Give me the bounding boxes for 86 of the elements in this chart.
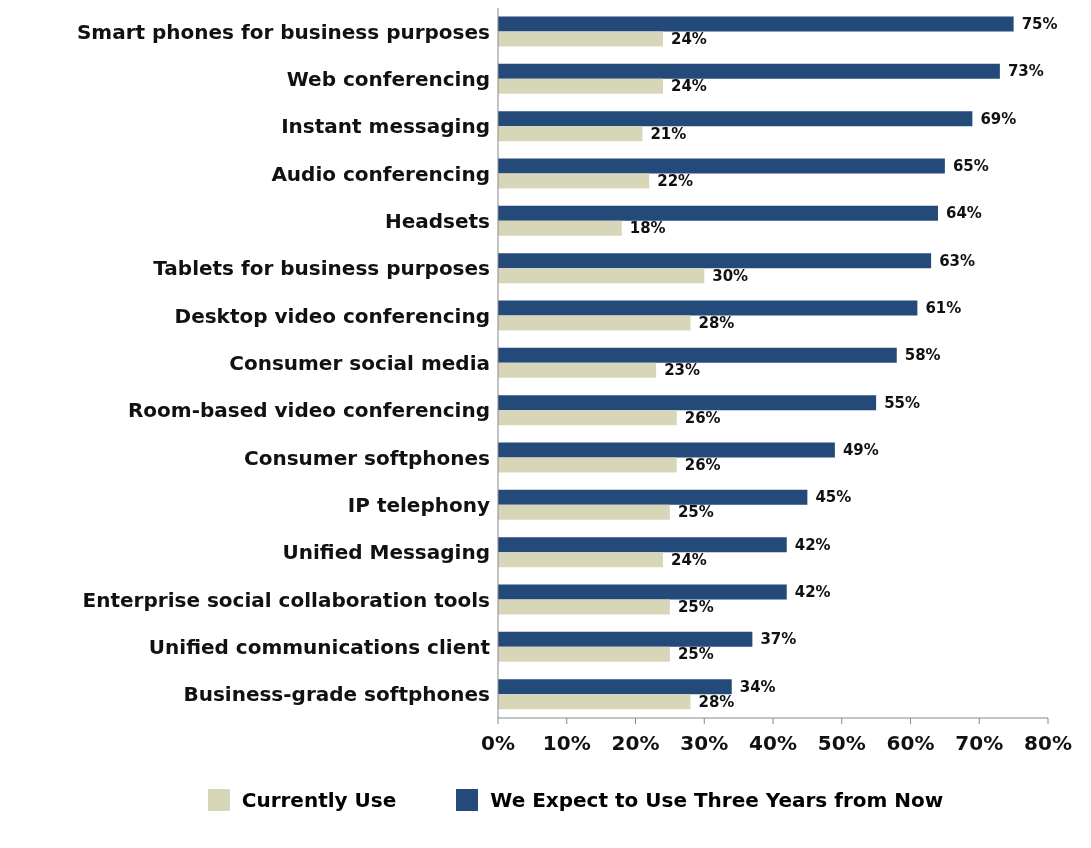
x-tick-label: 70% [955,731,1004,756]
data-label: 25% [677,598,714,617]
data-label: 61% [925,299,962,318]
bar [498,16,1014,32]
data-label: 25% [677,503,714,522]
bar [498,410,677,426]
data-label: 42% [794,535,831,554]
bar [498,347,897,363]
data-label: 69% [980,109,1017,128]
y-tick-label: Unified Messaging [282,540,490,565]
x-tick-label: 40% [749,731,797,756]
y-tick-label: IP telephony [347,493,490,518]
y-tick-label: Instant messaging [281,114,490,139]
data-label: 63% [939,251,976,270]
x-tick-label: 30% [680,731,729,756]
x-tick-label: 50% [817,731,866,756]
bar [498,442,835,458]
bar [498,111,973,127]
data-label: 24% [671,77,707,96]
bar [498,599,670,615]
data-label: 30% [712,266,749,285]
data-label: 42% [794,583,831,602]
data-label: 28% [698,692,735,711]
data-label: 24% [671,30,707,49]
bar [498,158,945,174]
legend-label: We Expect to Use Three Years from Now [490,788,944,812]
y-tick-label: Headsets [384,209,490,234]
x-tick-label: 60% [886,731,935,756]
bar [498,315,691,331]
data-label: 18% [629,219,666,238]
data-label: 49% [842,441,879,460]
data-label: 45% [815,488,852,507]
data-label: 21% [650,124,687,143]
y-tick-label: Audio conferencing [271,161,490,186]
data-label: 34% [739,677,776,696]
bar [498,504,670,520]
bar [498,220,622,236]
data-label: 22% [657,172,694,191]
data-label: 25% [677,645,714,664]
data-label: 73% [1007,62,1044,81]
data-label: 75% [1021,15,1058,34]
bar [498,300,918,316]
bar [498,173,650,189]
y-tick-label: Consumer social media [229,351,490,376]
legend-label: Currently Use [241,788,397,812]
bar [498,537,787,553]
y-tick-label: Unified communications client [148,635,491,660]
bar [498,268,705,284]
bar [498,489,808,505]
data-label: 37% [760,630,797,649]
x-tick-label: 0% [481,731,515,756]
bar [498,362,657,378]
data-label: 26% [684,456,721,475]
bar [498,78,663,94]
bar [498,646,670,662]
y-tick-label: Desktop video conferencing [174,303,490,328]
data-label: 28% [698,314,735,333]
bar [498,126,643,142]
bar [498,63,1000,79]
y-tick-label: Enterprise social collaboration tools [82,587,490,612]
bar [498,584,787,600]
data-label: 65% [952,157,989,176]
y-tick-label: Room-based video conferencing [127,398,490,423]
x-tick-label: 10% [542,731,591,756]
y-tick-label: Smart phones for business purposes [76,19,490,44]
bar [498,694,691,710]
y-tick-label: Web conferencing [286,67,490,92]
data-label: 55% [884,393,921,412]
bar [498,552,663,568]
bar [498,253,932,269]
bar [498,679,732,695]
data-label: 23% [664,361,701,380]
bar [498,205,938,221]
data-label: 64% [946,204,982,223]
x-tick-label: 20% [611,731,660,756]
data-label: 58% [904,346,941,365]
y-tick-label: Consumer softphones [244,445,490,470]
bar [498,631,753,647]
x-tick-label: 80% [1024,731,1072,756]
data-label: 24% [671,550,707,569]
bar [498,395,877,411]
bar [498,31,663,47]
y-tick-label: Business-grade softphones [183,682,490,707]
data-label: 26% [684,408,721,427]
y-tick-label: Tablets for business purposes [153,256,490,281]
bar [498,457,677,473]
